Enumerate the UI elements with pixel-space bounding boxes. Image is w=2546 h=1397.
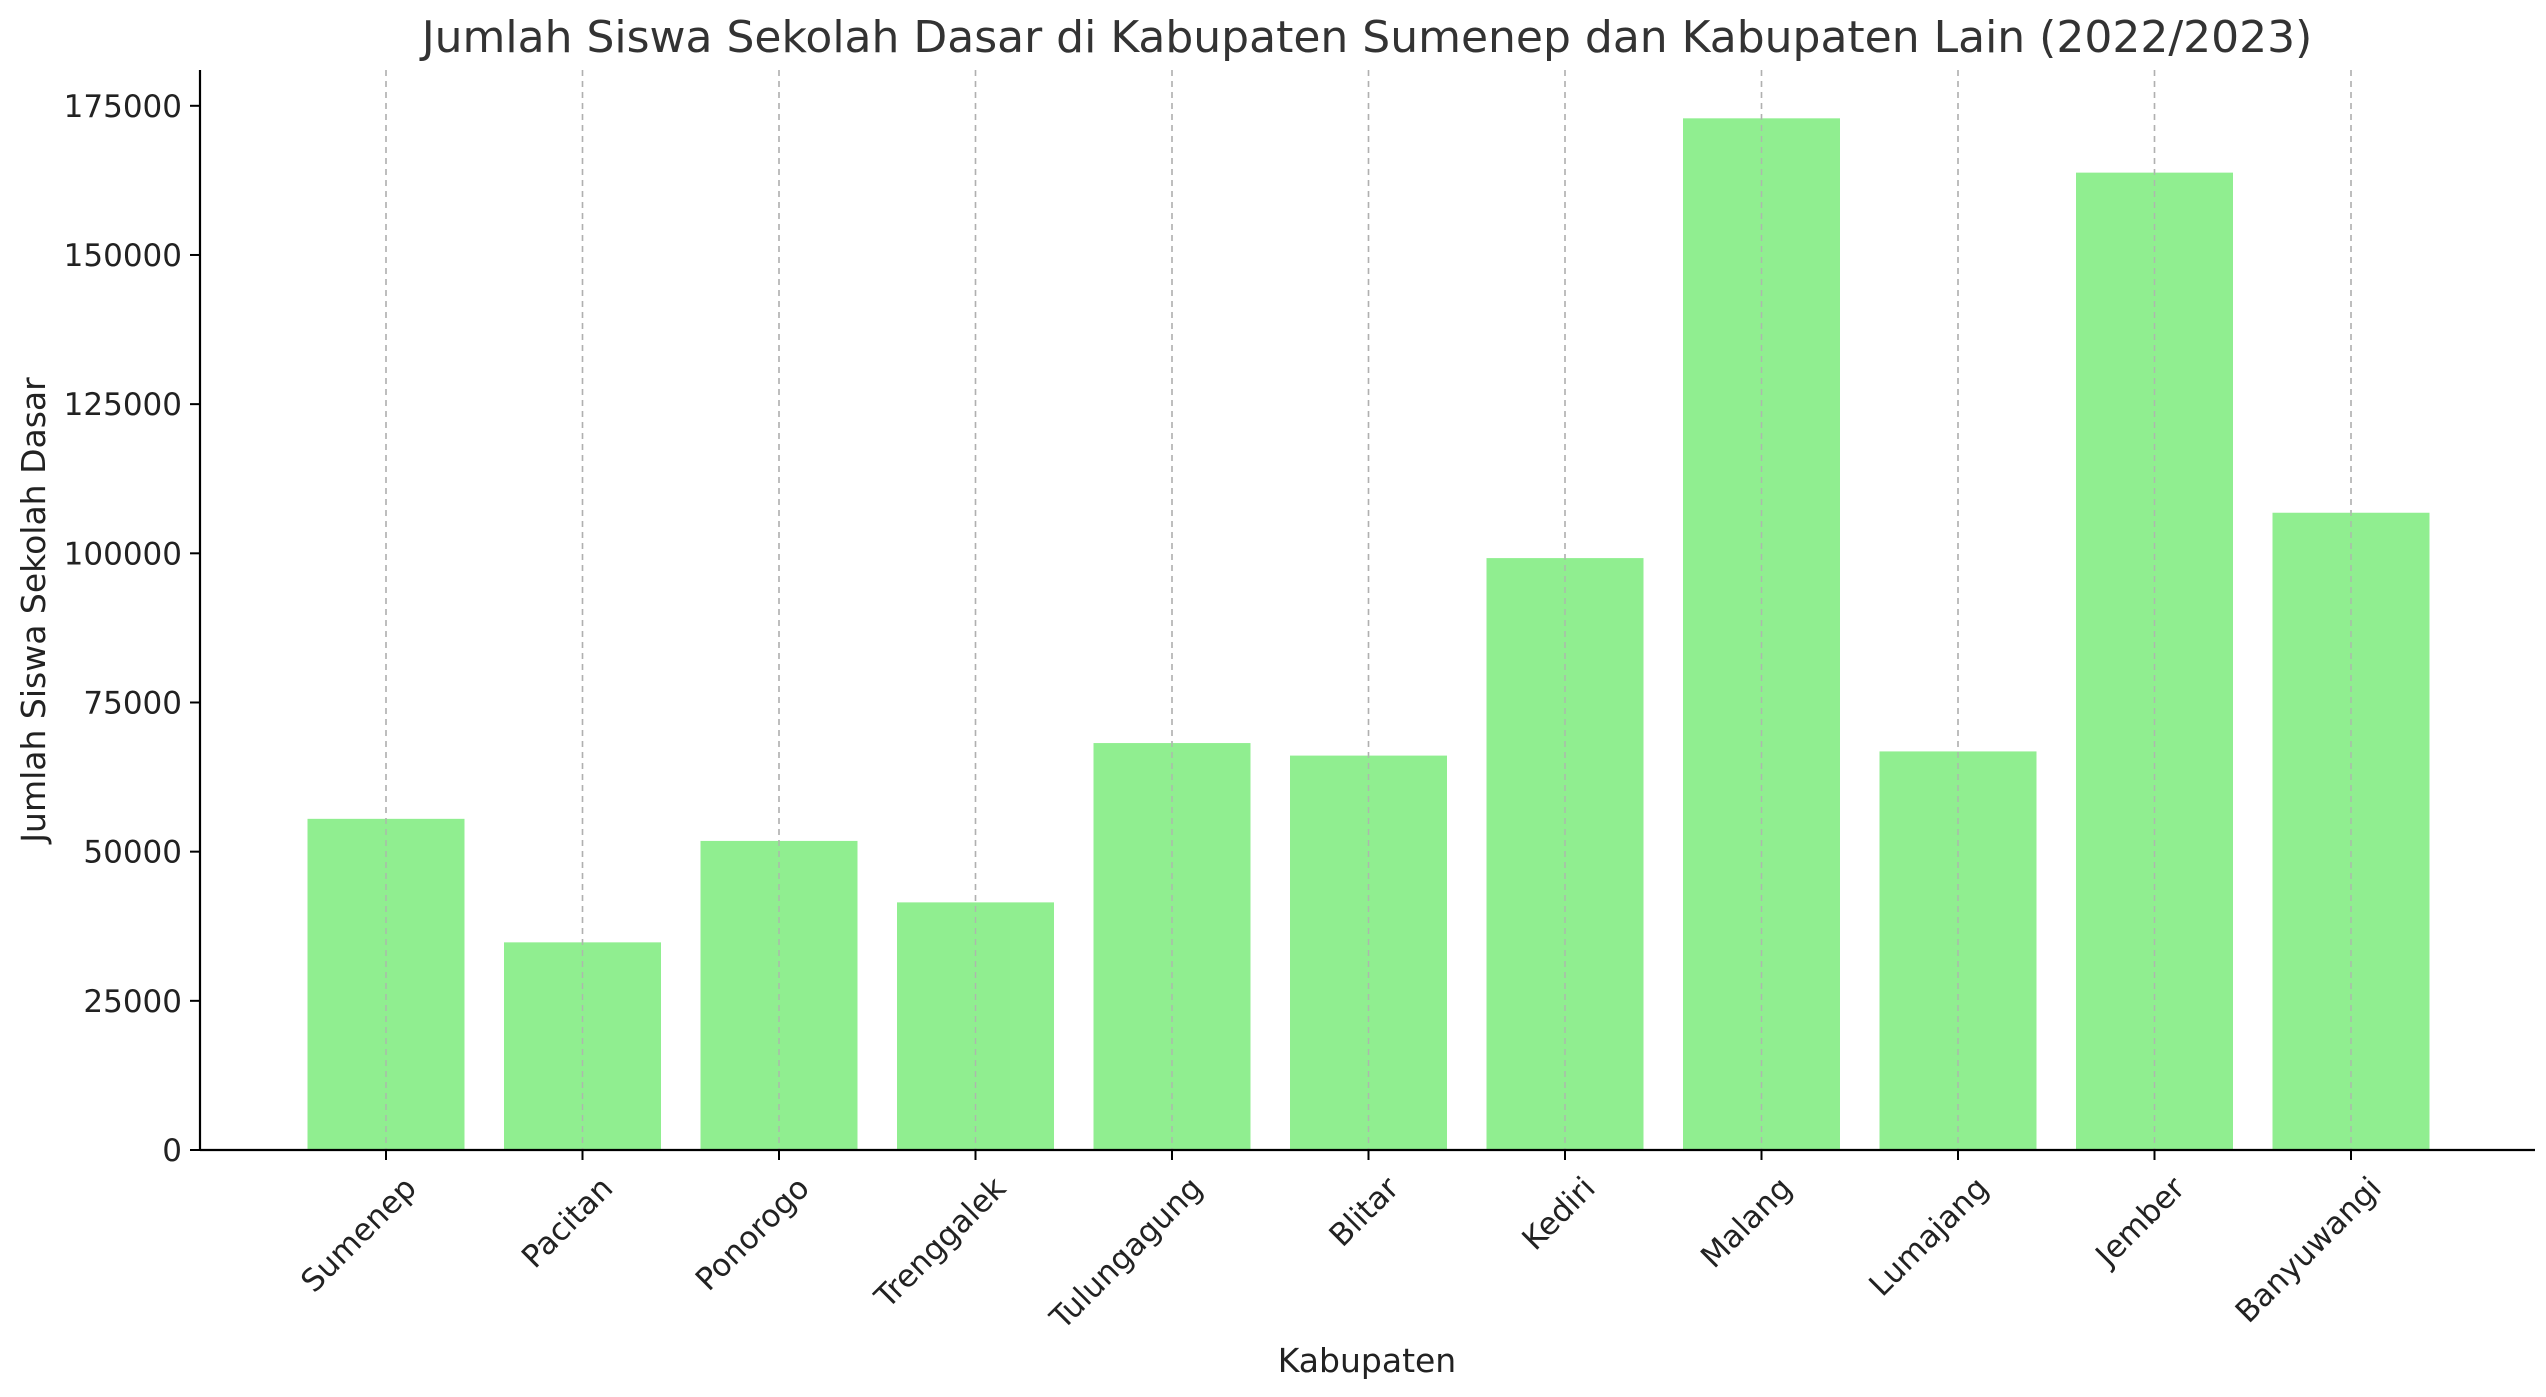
x-tick-label: Jember xyxy=(2088,1170,2193,1275)
x-tick-label: Malang xyxy=(1694,1170,1799,1275)
y-tick-label: 75000 xyxy=(83,685,182,721)
y-tick-label: 125000 xyxy=(64,387,182,423)
bar xyxy=(2076,172,2233,1151)
x-tick-label: Pacitan xyxy=(515,1170,620,1275)
bars-layer xyxy=(307,70,2430,1151)
x-tick-label: Banyuwangi xyxy=(2229,1170,2389,1330)
x-tick-label: Ponorogo xyxy=(689,1170,817,1298)
x-ticks: Sumenep Pacitan Ponorogo Trenggalek Tulungag… xyxy=(294,1150,2389,1337)
x-tick-label: Kediri xyxy=(1515,1170,1602,1257)
bar xyxy=(1093,743,1251,1150)
chart-title: Jumlah Siswa Sekolah Dasar di Kabupaten … xyxy=(419,12,2313,63)
x-tick-label: Blitar xyxy=(1322,1170,1406,1254)
y-tick-label: 100000 xyxy=(64,536,182,572)
x-tick-label: Sumenep xyxy=(294,1170,423,1299)
x-tick-label: Tulungagung xyxy=(1043,1170,1210,1337)
y-tick-label: 50000 xyxy=(83,835,182,871)
x-tick-label: Trenggalek xyxy=(867,1170,1013,1316)
y-tick-label: 25000 xyxy=(83,984,182,1020)
y-axis-label: Jumlah Siswa Sekolah Dasar xyxy=(14,377,53,845)
x-tick-label: Lumajang xyxy=(1862,1170,1995,1303)
y-tick-label: 150000 xyxy=(64,238,182,274)
y-tick-label: 175000 xyxy=(64,89,182,125)
y-ticks: 0 25000 50000 75000 100000 125000 150000 175000 xyxy=(64,89,200,1169)
x-axis-label: Kabupaten xyxy=(1278,1341,1456,1380)
y-tick-label: 0 xyxy=(162,1133,182,1169)
